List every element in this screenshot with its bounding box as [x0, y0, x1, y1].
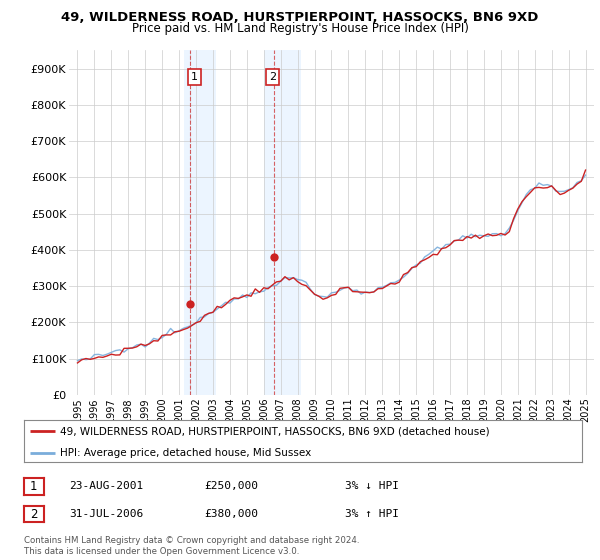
Text: 3% ↓ HPI: 3% ↓ HPI	[345, 481, 399, 491]
Text: 23-AUG-2001: 23-AUG-2001	[69, 481, 143, 491]
Bar	[184, 50, 217, 395]
Text: HPI: Average price, detached house, Mid Sussex: HPI: Average price, detached house, Mid …	[60, 448, 311, 458]
Text: £250,000: £250,000	[204, 481, 258, 491]
Text: 49, WILDERNESS ROAD, HURSTPIERPOINT, HASSOCKS, BN6 9XD: 49, WILDERNESS ROAD, HURSTPIERPOINT, HAS…	[61, 11, 539, 24]
Text: £380,000: £380,000	[204, 508, 258, 519]
Text: 2: 2	[30, 507, 38, 521]
Text: 1: 1	[30, 480, 38, 493]
Bar	[264, 50, 301, 395]
Text: 1: 1	[191, 72, 198, 82]
Text: This data is licensed under the Open Government Licence v3.0.: This data is licensed under the Open Gov…	[24, 547, 299, 556]
Text: Price paid vs. HM Land Registry's House Price Index (HPI): Price paid vs. HM Land Registry's House …	[131, 22, 469, 35]
Text: 2: 2	[269, 72, 276, 82]
Text: 49, WILDERNESS ROAD, HURSTPIERPOINT, HASSOCKS, BN6 9XD (detached house): 49, WILDERNESS ROAD, HURSTPIERPOINT, HAS…	[60, 426, 490, 436]
Text: Contains HM Land Registry data © Crown copyright and database right 2024.: Contains HM Land Registry data © Crown c…	[24, 536, 359, 545]
Text: 31-JUL-2006: 31-JUL-2006	[69, 508, 143, 519]
Text: 3% ↑ HPI: 3% ↑ HPI	[345, 508, 399, 519]
